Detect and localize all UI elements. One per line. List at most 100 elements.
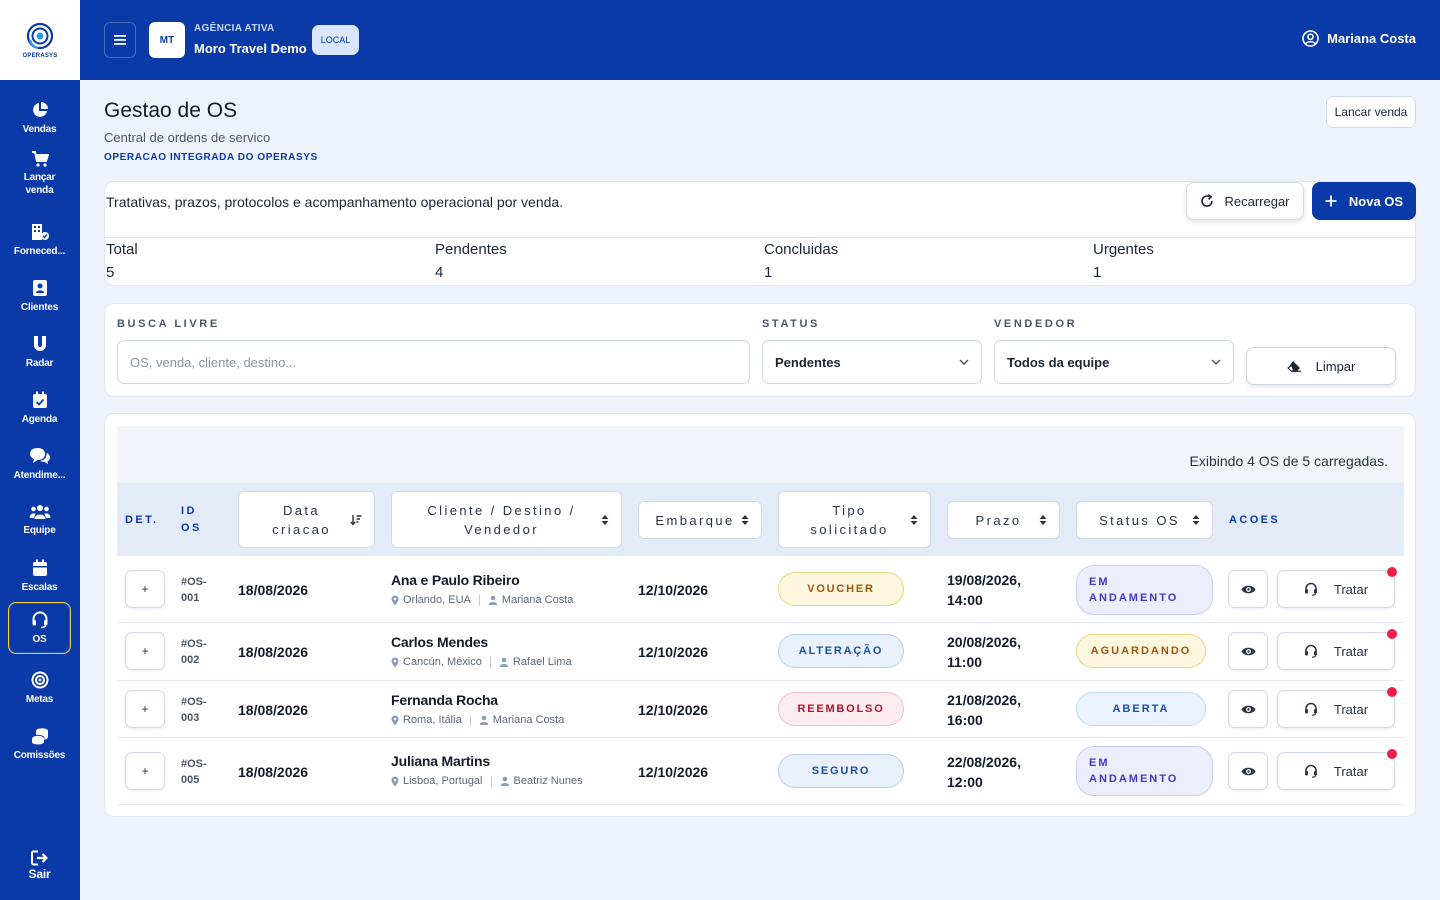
team-icon <box>29 504 50 519</box>
client-meta: Roma, Itália Mariana Costa <box>391 714 564 726</box>
view-button[interactable] <box>1228 570 1268 608</box>
status-select[interactable]: Pendentes <box>762 340 982 384</box>
sidebar-item-agenda[interactable]: Agenda <box>8 382 71 434</box>
sidebar-item-clientes[interactable]: Clientes <box>8 270 71 322</box>
th-embarque[interactable]: Embarque <box>638 501 762 539</box>
summary-card: Tratativas, prazos, protocolos e acompan… <box>104 181 1416 286</box>
logout-button[interactable]: Sair <box>8 842 71 888</box>
th-tipo[interactable]: Tipo solicitado <box>778 491 931 548</box>
th-cliente[interactable]: Cliente / Destino / Vendedor <box>391 491 622 548</box>
logo-text: OPERASYS <box>22 52 58 59</box>
client-name: Fernanda Rocha <box>391 692 498 708</box>
os-id-line: #OS- <box>181 638 207 650</box>
expand-row-button[interactable]: + <box>125 690 165 728</box>
seller-select[interactable]: Todos da equipe <box>994 340 1234 384</box>
sidebar-item-label: Radar <box>25 357 54 369</box>
sidebar-item-atendimento[interactable]: Atendime... <box>8 438 71 490</box>
embarque-date: 12/10/2026 <box>638 644 709 660</box>
headset-icon <box>1304 702 1317 716</box>
tratar-button[interactable]: Tratar <box>1277 752 1395 790</box>
view-button[interactable] <box>1228 690 1268 728</box>
prazo: 22/08/2026, 12:00 <box>947 752 1021 792</box>
sidebar-item-label: OS <box>32 633 47 645</box>
user-menu[interactable]: Mariana Costa <box>1302 30 1416 47</box>
stat-value: 1 <box>764 264 773 281</box>
stat-urgentes: Urgentes 1 <box>1093 241 1154 281</box>
page-kicker: OPERACAO INTEGRADA DO OPERASYS <box>104 152 318 163</box>
meta-separator <box>490 775 492 787</box>
sidebar-item-os[interactable]: OS <box>8 602 71 654</box>
lancar-venda-button[interactable]: Lancar venda <box>1326 96 1416 128</box>
table-row: + #OS- 005 18/08/2026 Juliana Martins Li… <box>117 738 1404 805</box>
expand-row-button[interactable]: + <box>125 570 165 608</box>
sidebar-item-escalas[interactable]: Escalas <box>8 550 71 602</box>
stat-label: Urgentes <box>1093 241 1154 258</box>
sidebar-item-fornecedores[interactable]: Forneced... <box>8 214 71 266</box>
tipo-badge: ALTERAÇÃO <box>778 634 904 668</box>
menu-button[interactable] <box>104 22 136 58</box>
sidebar-item-comissoes[interactable]: Comissões <box>8 718 71 770</box>
status-badge: EM ANDAMENTO <box>1076 565 1213 615</box>
th-id: ID OS <box>181 503 202 537</box>
agency-name[interactable]: Moro Travel Demo <box>194 41 307 56</box>
stat-value: 1 <box>1093 264 1102 281</box>
clear-filters-label: Limpar <box>1315 358 1356 374</box>
user-icon <box>479 715 488 725</box>
page-subtitle: Central de ordens de servico <box>104 130 271 145</box>
view-button[interactable] <box>1228 752 1268 790</box>
client-meta: Orlando, EUA Mariana Costa <box>391 594 573 606</box>
sidebar-item-metas[interactable]: Metas <box>8 662 71 714</box>
clear-filters-button[interactable]: Limpar <box>1246 347 1396 385</box>
embarque-date: 12/10/2026 <box>638 764 709 780</box>
th-data-criacao[interactable]: Data criacao <box>238 491 375 548</box>
agency-kicker: AGÊNCIA ATIVA <box>194 23 275 34</box>
created-date: 18/08/2026 <box>238 702 309 718</box>
expand-row-button[interactable]: + <box>125 752 165 790</box>
map-pin-icon <box>391 715 399 725</box>
th-text: Data criacao <box>272 501 341 539</box>
th-acoes: ACOES <box>1229 514 1281 526</box>
sidebar-item-vendas[interactable]: Vendas <box>8 92 71 144</box>
map-pin-icon <box>391 595 399 605</box>
logo[interactable]: OPERASYS <box>0 0 80 80</box>
th-prazo[interactable]: Prazo <box>947 501 1060 539</box>
search-input[interactable] <box>117 340 750 384</box>
sort-icon <box>1039 515 1047 525</box>
tipo-badge: VOUCHER <box>778 572 904 606</box>
reload-button[interactable]: Recarregar <box>1186 182 1304 220</box>
stat-value: 5 <box>106 264 115 281</box>
map-pin-icon <box>391 776 399 786</box>
eraser-icon <box>1286 361 1301 372</box>
agency-avatar[interactable]: MT <box>149 22 185 58</box>
pie-chart-icon <box>32 101 48 117</box>
sidebar-item-equipe[interactable]: Equipe <box>8 494 71 546</box>
expand-row-button[interactable]: + <box>125 632 165 670</box>
tratar-button[interactable]: Tratar <box>1277 690 1395 728</box>
magnet-icon <box>33 335 46 351</box>
view-button[interactable] <box>1228 632 1268 670</box>
th-text: Embarque <box>655 512 735 528</box>
tratar-button[interactable]: Tratar <box>1277 632 1395 670</box>
new-os-button[interactable]: Nova OS <box>1312 182 1416 220</box>
prazo-line: 14:00 <box>947 592 983 608</box>
urgent-indicator <box>1387 687 1397 697</box>
th-status[interactable]: Status OS <box>1076 501 1213 539</box>
user-name: Mariana Costa <box>1327 31 1416 46</box>
logout-icon <box>30 850 48 865</box>
sort-icon <box>910 514 918 525</box>
tratar-label: Tratar <box>1333 701 1369 717</box>
eye-icon <box>1241 647 1255 655</box>
stat-label: Total <box>106 241 138 258</box>
os-id-line: 002 <box>181 654 200 666</box>
sort-icon <box>1192 515 1200 525</box>
cart-icon <box>31 151 49 167</box>
sidebar-item-radar[interactable]: Radar <box>8 326 71 378</box>
sort-icon <box>601 514 609 525</box>
stat-pendentes: Pendentes 4 <box>435 241 507 281</box>
sidebar-item-lancar-venda[interactable]: Lançar venda <box>8 148 71 200</box>
tratar-button[interactable]: Tratar <box>1277 570 1395 608</box>
sidebar-item-label: Equipe <box>23 524 56 536</box>
sidebar-item-label: Escalas <box>21 581 58 593</box>
tipo-badge: SEGURO <box>778 754 904 788</box>
logo-icon <box>26 22 54 49</box>
